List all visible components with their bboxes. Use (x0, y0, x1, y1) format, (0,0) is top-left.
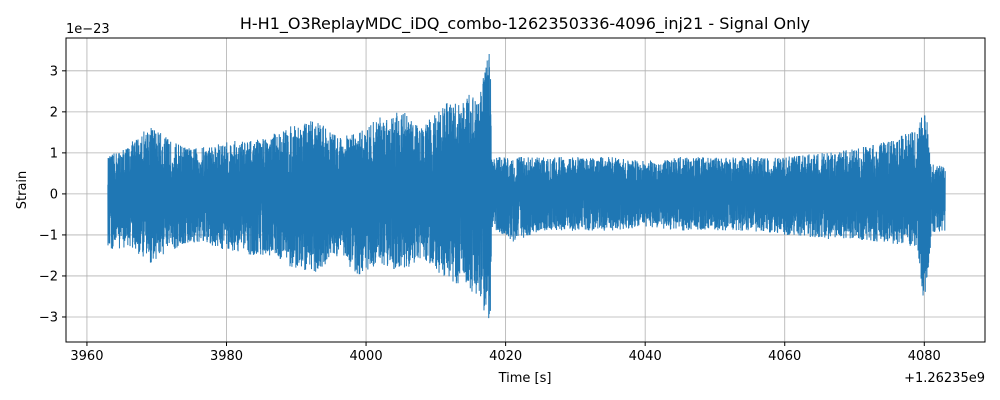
y-tick-label: 2 (50, 105, 58, 120)
axes-frame (65, 37, 986, 343)
ticks: 3960 3980 4000 4020 4040 4060 4080 −3 −2 −1 0 1 2 3 (39, 64, 941, 364)
y-tick-label: 3 (50, 64, 58, 79)
y-offset-label: 1e−23 (66, 22, 110, 37)
x-axis-label: Time [s] (498, 371, 552, 386)
chart-title: H-H1_O3ReplayMDC_iDQ_combo-1262350336-40… (240, 14, 810, 34)
strain-series-line (107, 53, 946, 319)
y-tick-label: −1 (39, 228, 58, 243)
x-tick-label: 3980 (210, 349, 243, 364)
x-tick-label: 4060 (768, 349, 801, 364)
x-tick-label: 3960 (70, 349, 103, 364)
y-tick-label: −2 (39, 269, 58, 284)
x-tick-label: 4000 (350, 349, 383, 364)
y-tick-label: −3 (39, 310, 58, 325)
x-offset-label: +1.26235e9 (904, 371, 985, 386)
x-tick-label: 4040 (629, 349, 662, 364)
plot-area (107, 53, 946, 319)
x-tick-label: 4020 (489, 349, 522, 364)
x-tick-label: 4080 (908, 349, 941, 364)
y-axis-label: Strain (15, 171, 30, 210)
y-tick-label: 0 (50, 187, 58, 202)
y-tick-label: 1 (50, 146, 58, 161)
